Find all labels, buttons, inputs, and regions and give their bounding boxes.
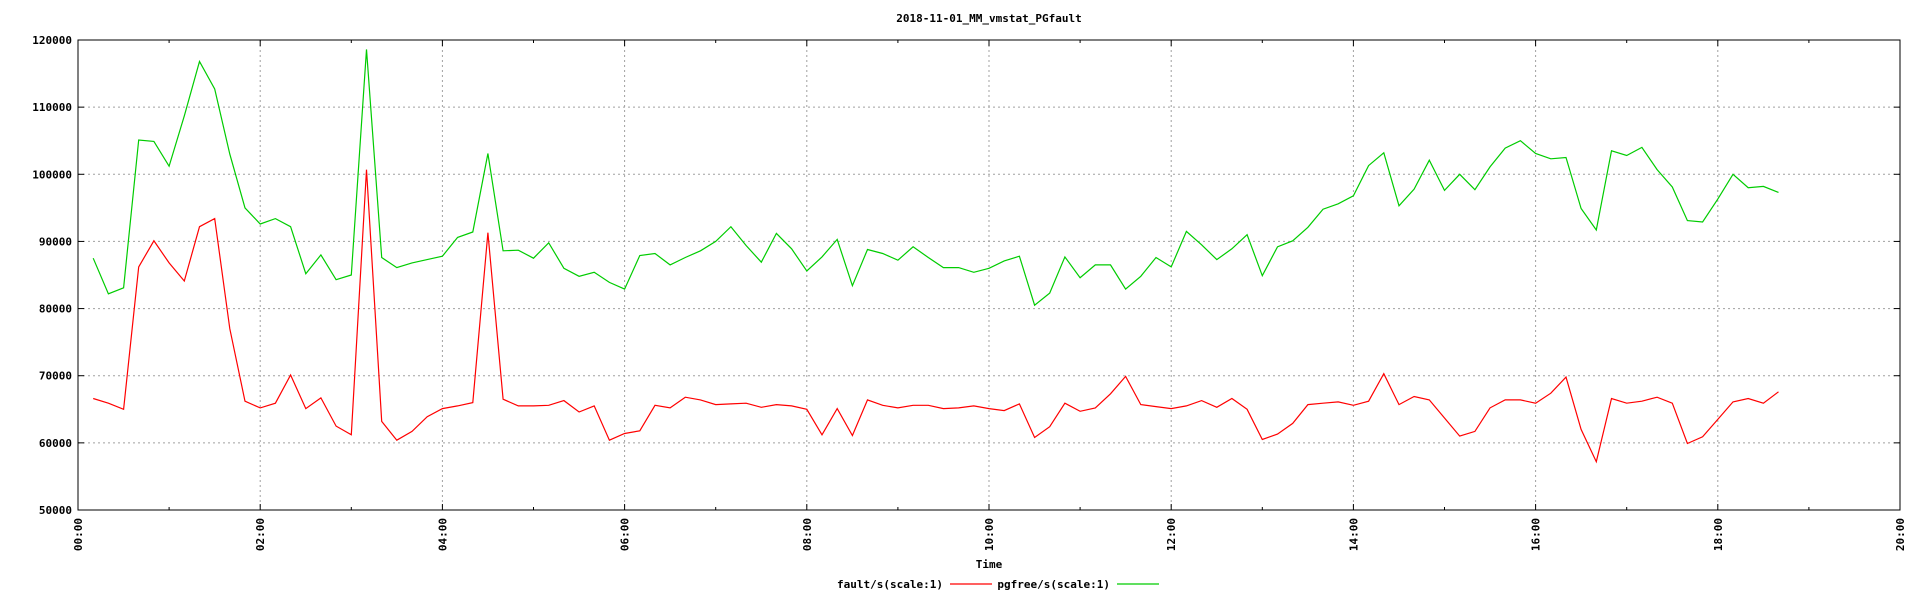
x-tick-label: 18:00 (1712, 518, 1725, 551)
y-tick-label: 50000 (39, 504, 72, 517)
x-tick-label: 06:00 (619, 518, 632, 551)
x-tick-label: 20:00 (1894, 518, 1907, 551)
legend-label: pgfree/s(scale:1) (997, 578, 1110, 591)
y-tick-label: 110000 (32, 101, 72, 114)
grid-layer (77, 39, 1901, 511)
x-tick-label: 00:00 (72, 518, 85, 551)
legend: fault/s(scale:1) pgfree/s(scale:1) (837, 578, 1159, 591)
chart-title: 2018-11-01_MM_vmstat_PGfault (896, 12, 1081, 25)
x-tick-label: 08:00 (801, 518, 814, 551)
y-tick-label: 90000 (39, 235, 72, 248)
x-tick-label: 14:00 (1347, 518, 1360, 551)
x-axis-label: Time (976, 558, 1003, 571)
y-tick-labels: 50000 60000 70000 80000 90000 100000 110000 120… (32, 34, 72, 517)
y-tick-label: 100000 (32, 168, 72, 181)
x-tick-label: 12:00 (1165, 518, 1178, 551)
x-tick-label: 10:00 (983, 518, 996, 551)
x-tick-label: 02:00 (254, 518, 267, 551)
legend-label: fault/s(scale:1) (837, 578, 943, 591)
series-line-2 (92, 49, 1779, 307)
x-tick-label: 04:00 (436, 518, 449, 551)
x-tick-label: 16:00 (1530, 518, 1543, 551)
y-tick-label: 70000 (39, 370, 72, 383)
series-line-1 (93, 169, 1779, 464)
plot-frame (77, 39, 1901, 511)
series-layer (92, 49, 1779, 464)
x-tick-labels: 00:00 02:00 04:00 06:00 08:00 10:00 12:00 14:00… (72, 518, 1907, 551)
y-tick-label: 60000 (39, 437, 72, 450)
y-tick-label: 80000 (39, 303, 72, 316)
y-tick-label: 120000 (32, 34, 72, 47)
